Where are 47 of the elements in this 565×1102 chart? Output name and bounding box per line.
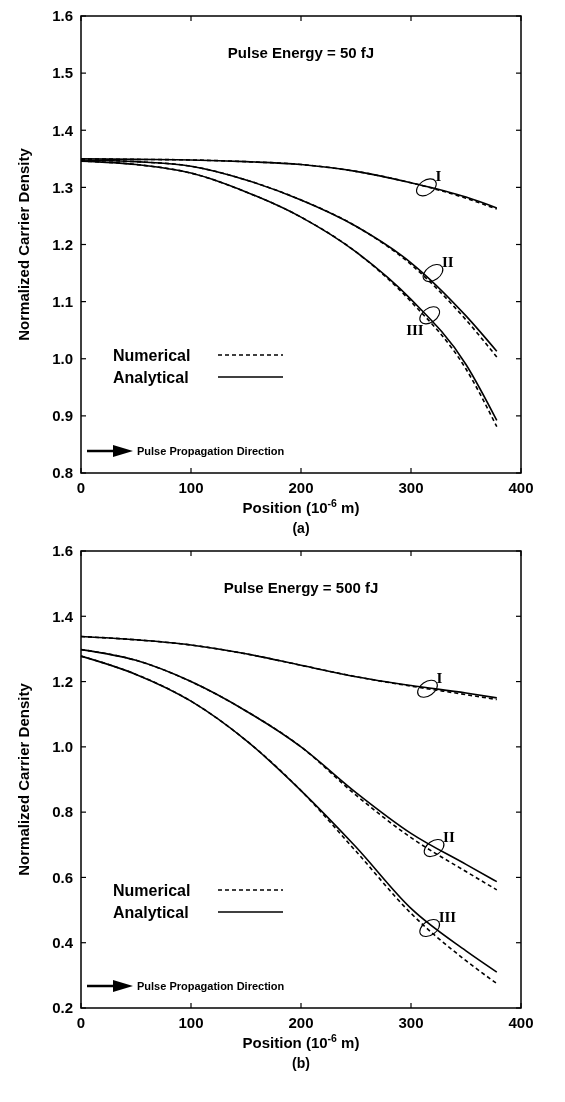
annotation: I bbox=[436, 669, 443, 686]
annotation: III bbox=[406, 322, 424, 339]
y-tick-label: 1.6 bbox=[52, 542, 73, 560]
y-tick-label: 1.6 bbox=[52, 7, 73, 25]
x-tick-label: 100 bbox=[178, 1014, 204, 1031]
x-tick-label: 400 bbox=[508, 1014, 534, 1031]
x-axis-title: Position (10$^{-6}$ m) bbox=[242, 497, 360, 516]
y-tick-label: 0.9 bbox=[52, 407, 73, 425]
x-tick-label: 400 bbox=[508, 479, 534, 496]
text: (a) bbox=[292, 520, 310, 536]
annotation: II bbox=[442, 254, 454, 271]
x-tick-label: 200 bbox=[288, 1014, 314, 1031]
annotation: Pulse Propagation Direction bbox=[137, 444, 285, 457]
legend-label: Analytical bbox=[113, 368, 189, 386]
annotation: Pulse Propagation Direction bbox=[137, 979, 285, 992]
x-tick-label: 100 bbox=[178, 479, 204, 496]
y-tick-label: 0.2 bbox=[52, 999, 73, 1017]
y-tick-label: 1.2 bbox=[52, 672, 73, 690]
y-axis-title: Normalized Carrier Density bbox=[15, 682, 32, 876]
y-tick-label: 1.5 bbox=[52, 64, 73, 82]
y-tick-label: 1.4 bbox=[52, 121, 74, 139]
y-axis-title: Normalized Carrier Density bbox=[15, 147, 32, 341]
x-tick-label: 0 bbox=[76, 479, 86, 496]
x-tick-label: 300 bbox=[398, 479, 424, 496]
y-tick-label: 0.4 bbox=[52, 933, 74, 951]
text: Pulse Energy = 500 fJ bbox=[223, 579, 379, 596]
y-tick-label: 0.8 bbox=[52, 464, 73, 482]
annotation: III bbox=[438, 909, 457, 926]
text: Pulse Energy = 50 fJ bbox=[227, 44, 375, 61]
x-tick-label: 300 bbox=[398, 1014, 424, 1031]
annotation: II bbox=[443, 829, 455, 846]
y-tick-label: 1.3 bbox=[52, 178, 73, 196]
legend-label: Numerical bbox=[113, 346, 191, 364]
annotation: I bbox=[435, 168, 442, 185]
y-tick-label: 1.0 bbox=[52, 350, 73, 367]
legend-label: Analytical bbox=[113, 903, 189, 921]
y-tick-label: 0.8 bbox=[52, 803, 73, 821]
x-axis-title: Position (10$^{-6}$ m) bbox=[242, 1032, 360, 1051]
text: (b) bbox=[292, 1055, 310, 1071]
y-tick-label: 0.6 bbox=[52, 868, 73, 886]
y-tick-label: 1.0 bbox=[52, 738, 73, 756]
y-tick-label: 1.2 bbox=[52, 235, 73, 253]
y-tick-label: 1.4 bbox=[52, 607, 74, 625]
x-tick-label: 0 bbox=[76, 1014, 86, 1031]
x-tick-label: 200 bbox=[288, 479, 314, 496]
legend-label: Numerical bbox=[113, 881, 191, 899]
y-tick-label: 1.1 bbox=[52, 292, 73, 310]
